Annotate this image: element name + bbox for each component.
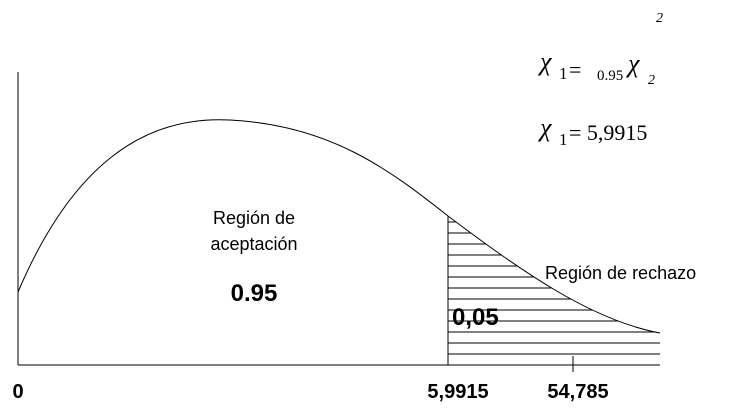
confidence-subscript: 0.95: [597, 68, 623, 84]
rejection-probability: 0,05: [452, 304, 499, 331]
acceptance-probability: 0.95: [231, 280, 278, 307]
chi-symbol-2: χ: [625, 49, 640, 78]
rejection-label: Región de rechazo: [545, 263, 696, 283]
acceptance-label-line2: aceptación: [210, 234, 297, 254]
formula-critical-value: χ 1 = 5,9915: [537, 113, 647, 149]
formula-critical-definition: χ 1 = 0.95 χ 2 2: [537, 11, 663, 88]
density-curve: [17, 119, 661, 334]
subscript-2: 2: [648, 73, 655, 88]
equals-sign: =: [569, 57, 581, 82]
rejection-hatching: [448, 221, 660, 355]
chi-symbol-line2: χ: [537, 113, 552, 142]
statistic-label: 54,785: [547, 381, 608, 403]
chi-symbol: χ: [537, 47, 552, 76]
critical-value-result: = 5,9915: [569, 120, 647, 145]
acceptance-label-line1: Región de: [213, 208, 295, 228]
critical-value-label: 5,9915: [427, 381, 488, 403]
origin-label: 0: [12, 381, 23, 403]
subscript-1: 1: [559, 64, 568, 83]
superscript-2: 2: [656, 11, 663, 26]
subscript-1-line2: 1: [559, 130, 568, 149]
